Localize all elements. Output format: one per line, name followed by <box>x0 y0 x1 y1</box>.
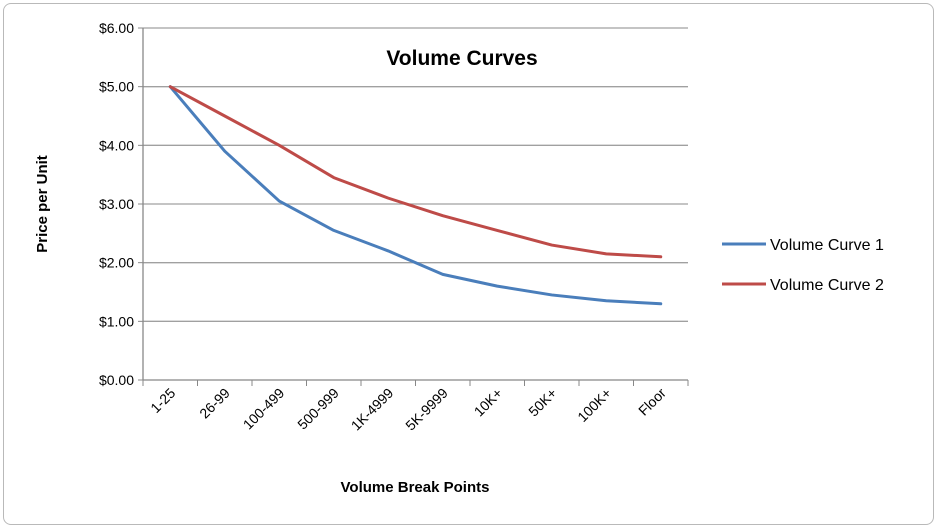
x-tick-label: 1K-4999 <box>348 385 397 434</box>
x-tick-label: 1-25 <box>147 385 178 416</box>
y-tick-label: $4.00 <box>99 137 134 153</box>
x-tick-label: 100K+ <box>574 385 614 425</box>
x-tick-label: 10K+ <box>471 385 506 420</box>
chart-frame <box>3 3 934 525</box>
x-tick-label: 50K+ <box>525 385 560 420</box>
x-tick-label: 100-499 <box>240 385 288 433</box>
y-tick-label: $5.00 <box>99 79 134 95</box>
series-line-1 <box>168 85 663 306</box>
x-tick-labels: 1-25 26-99 100-499 500-999 1K-4999 5K-9999 10K… <box>147 385 669 434</box>
y-tick-label: $2.00 <box>99 255 134 271</box>
x-tick-label: Floor <box>635 385 669 419</box>
x-tick-label: 500-999 <box>294 385 342 433</box>
y-tick-labels: $0.00 $1.00 $2.00 $3.00 $4.00 $5.00 $6.00 <box>99 20 134 388</box>
x-axis-label: Volume Break Points <box>341 479 490 496</box>
x-tick-label: 5K-9999 <box>402 385 451 434</box>
legend: Volume Curve 1 Volume Curve 2 <box>722 237 884 294</box>
chart-title: Volume Curves <box>386 47 537 70</box>
y-tick-label: $3.00 <box>99 196 134 212</box>
y-tick-label: $0.00 <box>99 372 134 388</box>
x-tick-label: 26-99 <box>196 385 233 422</box>
gridlines <box>143 27 688 322</box>
series-lines <box>168 85 663 306</box>
y-axis-label: Price per Unit <box>34 155 51 253</box>
legend-label-2: Volume Curve 2 <box>770 277 884 294</box>
axes <box>138 27 689 386</box>
legend-label-1: Volume Curve 1 <box>770 237 884 254</box>
y-tick-label: $6.00 <box>99 20 134 36</box>
series-line-2 <box>168 85 663 259</box>
y-tick-label: $1.00 <box>99 313 134 329</box>
